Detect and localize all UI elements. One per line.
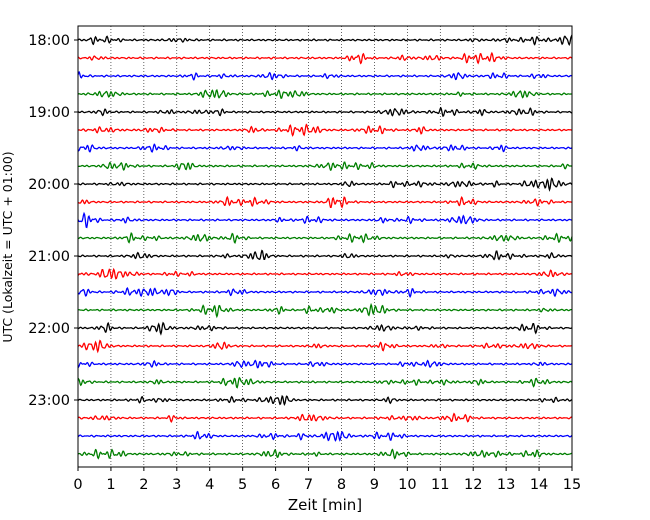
trace-line-1 bbox=[77, 34, 573, 46]
trace-line-16 bbox=[77, 302, 573, 319]
trace-line-17 bbox=[77, 321, 573, 336]
trace-lines bbox=[77, 34, 573, 460]
x-axis-ticks: 0 1 2 3 4 5 6 7 8 9 10 11 12 13 14 15 bbox=[73, 467, 581, 493]
trace-line-9 bbox=[77, 177, 573, 192]
x-tick-label-7: 7 bbox=[304, 477, 313, 493]
trace-line-10 bbox=[77, 195, 573, 209]
y-axis-ticks: 18:00 19:00 20:00 21:00 22:00 23:00 bbox=[28, 33, 78, 409]
x-tick-label-3: 3 bbox=[172, 477, 181, 493]
trace-line-13 bbox=[77, 249, 573, 261]
x-tick-label-12: 12 bbox=[464, 477, 482, 493]
trace-line-5 bbox=[77, 106, 572, 118]
trace-line-20 bbox=[77, 376, 573, 389]
y-tick-label-22:00: 22:00 bbox=[28, 321, 70, 337]
trace-line-3 bbox=[77, 70, 573, 81]
trace-line-7 bbox=[77, 143, 573, 153]
trace-line-6 bbox=[77, 123, 573, 137]
x-axis-label: Zeit [min] bbox=[288, 496, 362, 514]
x-tick-label-15: 15 bbox=[563, 477, 581, 493]
y-tick-label-20:00: 20:00 bbox=[28, 177, 70, 193]
trace-line-15 bbox=[77, 287, 573, 299]
x-tick-label-2: 2 bbox=[139, 477, 148, 493]
trace-line-24 bbox=[77, 448, 573, 460]
x-tick-label-8: 8 bbox=[337, 477, 346, 493]
trace-line-18 bbox=[77, 339, 573, 354]
plot-background bbox=[78, 26, 572, 467]
x-tick-label-1: 1 bbox=[106, 477, 115, 493]
trace-line-11 bbox=[77, 211, 573, 229]
x-tick-label-4: 4 bbox=[205, 477, 214, 493]
trace-line-2 bbox=[77, 51, 573, 65]
x-tick-label-6: 6 bbox=[271, 477, 280, 493]
x-tick-label-0: 0 bbox=[73, 477, 82, 493]
x-tick-label-11: 11 bbox=[431, 477, 449, 493]
trace-line-4 bbox=[78, 89, 573, 100]
x-tick-label-9: 9 bbox=[370, 477, 379, 493]
x-tick-label-14: 14 bbox=[530, 477, 548, 493]
trace-line-14 bbox=[77, 267, 573, 280]
plot-frame bbox=[77, 25, 573, 468]
x-tick-label-10: 10 bbox=[398, 477, 416, 493]
x-tick-label-5: 5 bbox=[238, 477, 247, 493]
trace-line-12 bbox=[77, 231, 573, 245]
trace-line-23 bbox=[77, 430, 573, 442]
trace-line-21 bbox=[77, 394, 573, 406]
trace-line-8 bbox=[77, 161, 573, 171]
y-axis-label: UTC (Lokalzeit = UTC + 01:00) bbox=[0, 151, 15, 342]
x-tick-label-13: 13 bbox=[497, 477, 515, 493]
trace-line-19 bbox=[77, 359, 573, 369]
y-tick-label-21:00: 21:00 bbox=[28, 249, 70, 265]
y-tick-label-23:00: 23:00 bbox=[28, 393, 70, 409]
y-tick-label-18:00: 18:00 bbox=[28, 33, 70, 49]
trace-line-22 bbox=[77, 412, 573, 423]
y-tick-label-19:00: 19:00 bbox=[28, 105, 70, 121]
